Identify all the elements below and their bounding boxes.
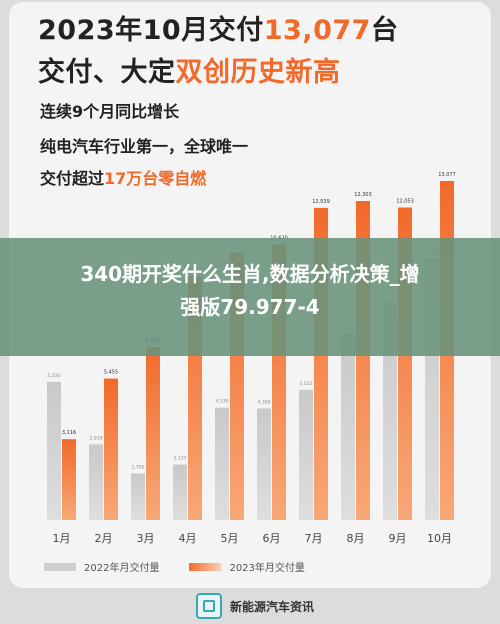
bar-2023-1 [62, 439, 76, 520]
overlay-banner [0, 238, 500, 356]
footer-brand-name: 新能源汽车资讯 [230, 599, 315, 614]
overlay-title-line1: 340期开奖什么生肖,数据分析决策_增 [80, 262, 420, 286]
label-2023-1: 3,116 [62, 430, 76, 436]
category-label-8: 8月 [347, 532, 365, 545]
overlay-title-line2: 强版79.977-4 [180, 295, 320, 319]
bullet-growth: 连续9个月同比增长 [40, 102, 180, 121]
bullet-safety-prefix: 交付超过 [40, 169, 105, 188]
chart-legend: 2022年月交付量 2023年月交付量 [44, 559, 305, 574]
category-label-4: 4月 [179, 532, 197, 545]
legend-swatch-2023 [189, 562, 222, 571]
label-2022-2: 2,918 [90, 435, 103, 441]
bar-2023-2 [104, 378, 118, 520]
label-2022-5: 4,330 [216, 399, 229, 405]
bar-2022-4 [173, 464, 187, 520]
label-2022-3: 1,795 [132, 464, 145, 470]
bar-2022-3 [131, 473, 145, 520]
headline-line1-suffix: 台 [370, 15, 399, 46]
label-2022-7: 5,022 [300, 381, 313, 387]
label-2022-1: 5,330 [48, 373, 61, 379]
category-label-7: 7月 [305, 532, 323, 545]
bullet-safety-highlight: 17万台零自燃 [104, 169, 207, 188]
category-label-6: 6月 [263, 532, 281, 545]
category-label-5: 5月 [221, 532, 239, 545]
label-2023-10: 13,077 [438, 172, 456, 178]
category-label-2: 2月 [95, 532, 113, 545]
bar-2022-2 [89, 444, 103, 520]
label-2023-8: 12,303 [354, 192, 372, 198]
headline-line2-prefix: 交付、大定 [38, 57, 176, 88]
legend-label-2023: 2023年月交付量 [229, 563, 305, 574]
category-label-9: 9月 [389, 532, 407, 545]
category-label-3: 3月 [137, 532, 155, 545]
bar-2022-1 [47, 381, 61, 520]
footer-brand: 新能源汽车资讯 [196, 593, 314, 619]
label-2022-4: 2,137 [174, 456, 187, 462]
label-2023-2: 5,455 [104, 370, 118, 376]
headline-line1: 2023年10月交付13,077台 [38, 8, 398, 47]
brand-logo-icon [196, 593, 222, 619]
legend-swatch-2022 [44, 562, 76, 571]
category-label-10: 10月 [427, 532, 452, 545]
label-2023-9: 12,053 [396, 199, 414, 205]
overlay-title: 340期开奖什么生肖,数据分析决策_增 强版79.977-4 [0, 258, 500, 324]
category-label-1: 1月 [53, 532, 71, 545]
label-2022-6: 4,300 [258, 400, 271, 406]
headline-delivery-number: 13,077 [263, 15, 371, 46]
headline-line2: 交付、大定双创历史新高 [38, 50, 341, 89]
bar-2022-5 [215, 407, 229, 520]
bullet-industry-first: 纯电汽车行业第一，全球唯一 [40, 137, 249, 156]
bar-2023-3 [146, 347, 160, 520]
bar-2022-9 [383, 302, 397, 520]
headline-line1-prefix: 2023年10月交付 [38, 15, 264, 46]
bullet-safety: 交付超过17万台零自燃 [40, 165, 206, 189]
label-2023-7: 12,039 [312, 199, 330, 205]
legend-label-2022: 2022年月交付量 [84, 563, 160, 574]
bar-2022-6 [257, 408, 271, 520]
bar-2022-7 [299, 389, 313, 520]
bar-2022-8 [341, 334, 355, 520]
headline-record-text: 双创历史新高 [175, 57, 341, 88]
